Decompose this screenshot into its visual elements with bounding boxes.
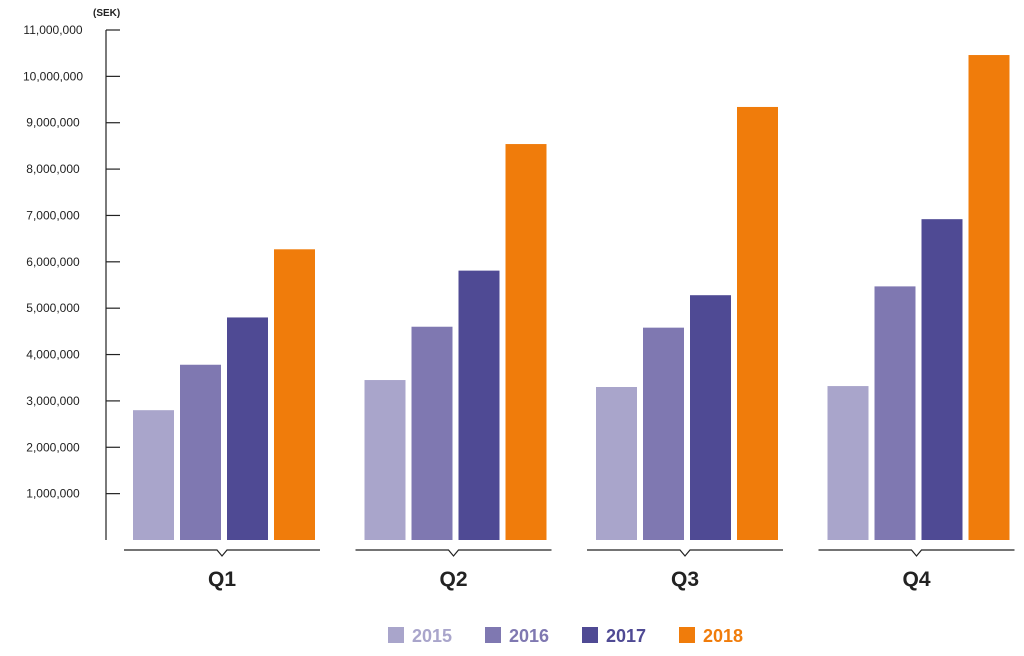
legend-swatch-2016	[485, 627, 501, 643]
y-tick-label: 11,000,000	[23, 23, 82, 37]
category-bracket	[818, 549, 1015, 557]
bar-q1-2017	[227, 317, 268, 540]
category-label-q2: Q2	[439, 568, 467, 591]
legend-swatch-2018	[679, 627, 695, 643]
category-labels: Q1 Q2 Q3 Q4	[208, 568, 931, 591]
bar-q2-2016	[411, 326, 453, 540]
legend: 2015 2016 2017 2018	[388, 626, 743, 646]
legend-label-2016: 2016	[509, 626, 549, 646]
category-label-q3: Q3	[671, 568, 699, 591]
bar-q4-2016	[874, 286, 916, 540]
legend-label-2015: 2015	[412, 626, 452, 646]
legend-swatch-2017	[582, 627, 598, 643]
bar-q3-2018	[737, 106, 778, 541]
y-tick-label: 9,000,000	[26, 116, 80, 130]
category-label-q1: Q1	[208, 568, 236, 591]
legend-label-2017: 2017	[606, 626, 646, 646]
bar-q4-2017	[921, 219, 963, 540]
y-tick-label: 4,000,000	[26, 348, 80, 362]
category-bracket	[124, 549, 320, 557]
y-tick-label: 10,000,000	[23, 69, 83, 83]
bar-q1-2015	[133, 410, 174, 540]
y-tick-label: 6,000,000	[26, 255, 80, 269]
y-tick-label: 2,000,000	[26, 440, 80, 454]
bar-q2-2017	[458, 270, 500, 540]
category-brackets	[124, 549, 1015, 557]
bars	[133, 55, 1010, 541]
bar-q3-2017	[690, 295, 731, 540]
bar-q2-2018	[505, 144, 547, 540]
y-tick-label: 5,000,000	[26, 301, 80, 315]
category-bracket	[587, 549, 783, 557]
legend-label-2018: 2018	[703, 626, 743, 646]
bar-q3-2015	[596, 387, 637, 540]
legend-swatch-2015	[388, 627, 404, 643]
category-label-q4: Q4	[902, 568, 930, 591]
bar-q4-2015	[827, 386, 869, 540]
bar-q3-2016	[643, 327, 684, 540]
bar-q1-2016	[180, 364, 221, 540]
y-tick-label: 8,000,000	[26, 162, 80, 176]
bar-q1-2018	[274, 249, 315, 541]
y-tick-label: 1,000,000	[26, 487, 80, 501]
category-bracket	[355, 549, 552, 557]
y-tick-label: 3,000,000	[26, 394, 80, 408]
bar-q2-2015	[364, 380, 406, 540]
y-axis-ticks: 1,000,000 2,000,000 3,000,000 4,000,000 5,00…	[23, 23, 120, 501]
y-tick-label: 7,000,000	[26, 208, 80, 222]
y-axis-unit-label: (SEK)	[93, 8, 120, 19]
bar-q4-2018	[968, 55, 1010, 540]
